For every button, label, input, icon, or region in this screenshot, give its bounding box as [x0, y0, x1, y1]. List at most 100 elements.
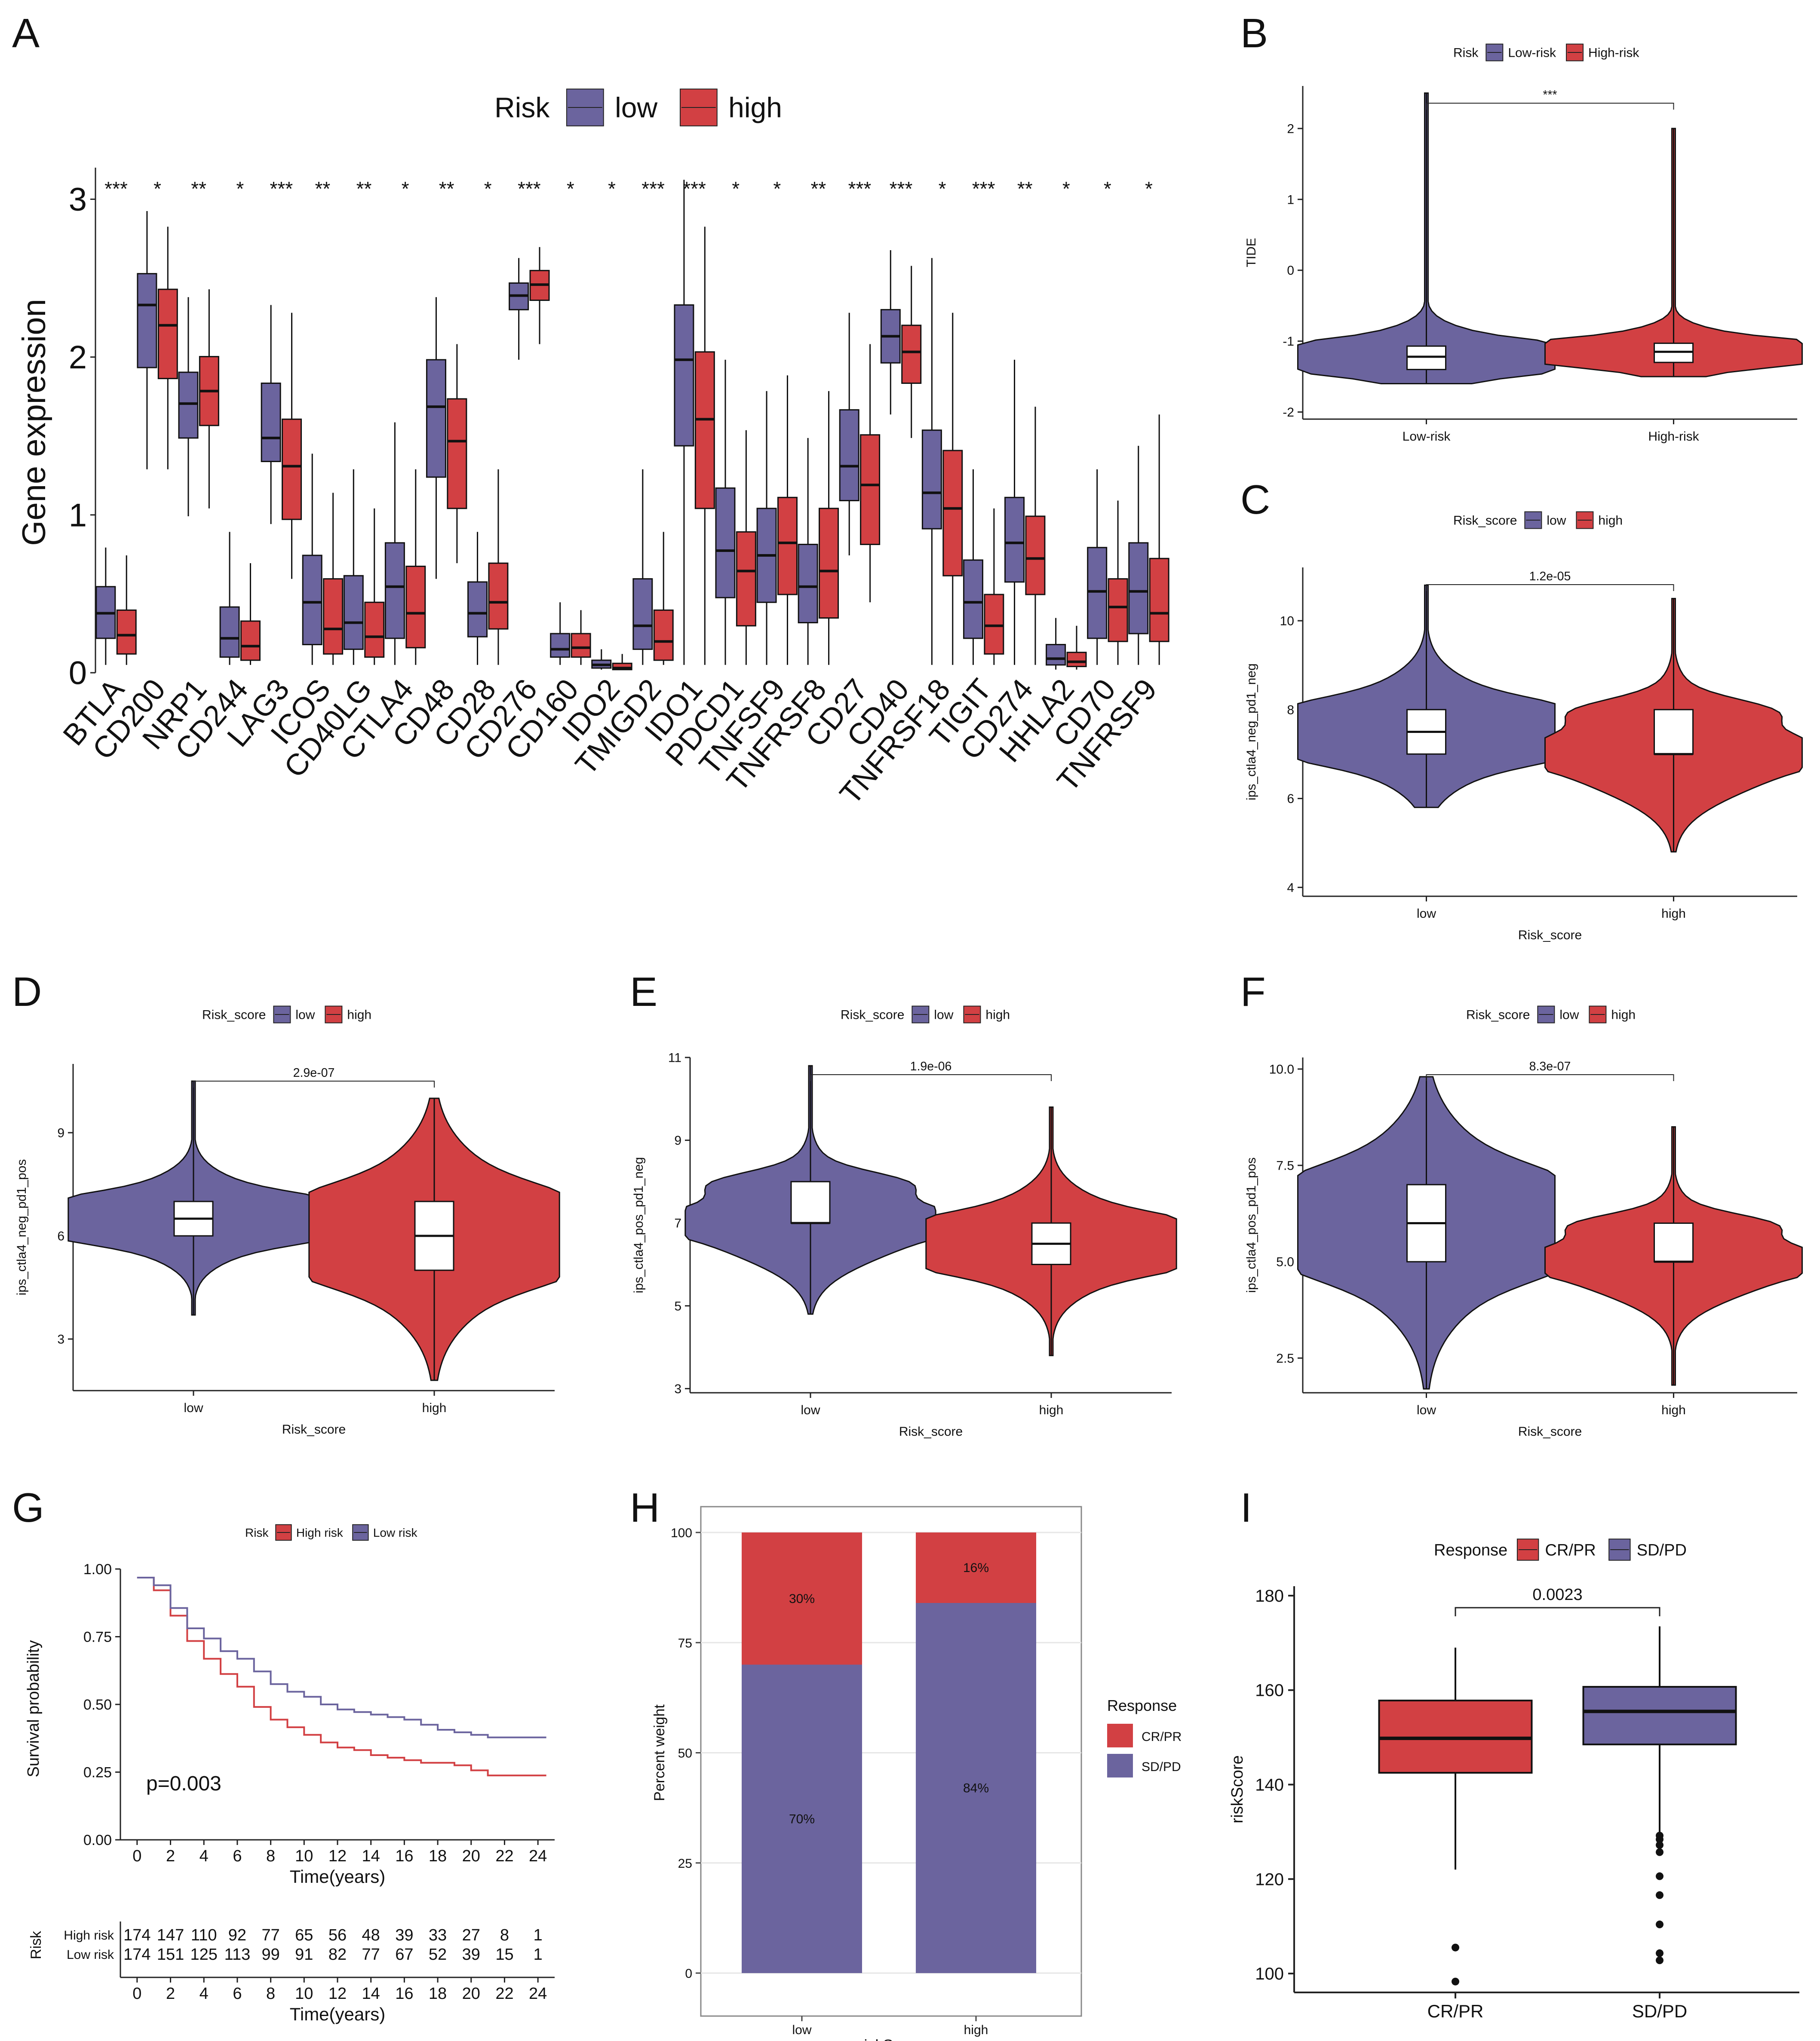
- g-table-x-tick-label: 14: [362, 1985, 380, 2003]
- a-box-high-CD70-box: [1108, 578, 1128, 642]
- g-table-value: 67: [395, 1946, 413, 1964]
- g-x-tick-label: 18: [429, 1847, 447, 1865]
- g-table-x-tick-label: 18: [429, 1985, 447, 2003]
- a-significance: ***: [518, 178, 541, 200]
- pf-y-tick-label: 10.0: [1269, 1062, 1294, 1076]
- a-legend-title: Risk: [494, 92, 550, 123]
- g-legend-label: Low risk: [373, 1526, 418, 1539]
- pe-legend-label: high: [985, 1008, 1010, 1022]
- pe-pvalue: 1.9e-06: [910, 1060, 952, 1073]
- a-box-high-TNFSF9-box: [777, 496, 798, 595]
- g-table-value: 91: [295, 1946, 313, 1964]
- pd-legend-label: high: [347, 1008, 371, 1022]
- g-legend-title: Risk: [245, 1526, 269, 1539]
- i-y-tick-label: 180: [1255, 1587, 1284, 1606]
- a-box-high-CD48-box: [447, 398, 467, 509]
- pf-x-axis-title: Risk_score: [1518, 1425, 1582, 1439]
- pe-y-axis-title: ips_ctla4_pos_pd1_neg: [632, 1157, 646, 1293]
- h-bar-label: 70%: [789, 1812, 815, 1826]
- pb-y-tick-label: -1: [1283, 334, 1294, 349]
- g-x-tick-label: 12: [328, 1847, 347, 1865]
- i-outlier-point: [1656, 1848, 1663, 1856]
- g-x-tick-label: 4: [199, 1847, 209, 1865]
- g-table-value: 174: [123, 1926, 150, 1944]
- g-table-value: 151: [157, 1946, 184, 1964]
- pe-legend-label: low: [934, 1008, 953, 1022]
- g-x-tick-label: 0: [132, 1847, 141, 1865]
- pe-box: [790, 1181, 831, 1224]
- pf-y-tick-label: 7.5: [1276, 1159, 1294, 1173]
- a-significance: **: [810, 178, 826, 200]
- g-x-tick-label: 2: [166, 1847, 175, 1865]
- a-significance: *: [1104, 178, 1111, 200]
- g-table-x-axis-title: Time(years): [290, 2004, 385, 2024]
- pb-y-tick-label: 0: [1287, 264, 1294, 278]
- pd-y-axis-title: ips_ctla4_neg_pd1_pos: [15, 1159, 29, 1296]
- pb-legend-label: Low-risk: [1508, 46, 1556, 60]
- g-table-x-tick-label: 16: [395, 1985, 413, 2003]
- g-table-value: 125: [190, 1946, 218, 1964]
- h-y-axis-title: Percent weight: [651, 1704, 668, 1801]
- g-curve-low-risk: [137, 1577, 546, 1738]
- h-bar-label: 84%: [963, 1781, 989, 1796]
- pf-pvalue: 8.3e-07: [1529, 1060, 1571, 1073]
- pc-x-tick-label: low: [1417, 907, 1436, 921]
- panel-label-c: C: [1240, 477, 1270, 523]
- pf-x-tick-label: low: [1417, 1403, 1436, 1417]
- a-significance: *: [939, 178, 946, 200]
- h-bar-cr-pr-low: [742, 1532, 862, 1665]
- pf-legend-label: low: [1559, 1008, 1579, 1022]
- g-x-tick-label: 16: [395, 1847, 413, 1865]
- a-significance: *: [732, 178, 740, 200]
- pd-y-tick-label: 9: [57, 1126, 64, 1140]
- pb-y-axis-title: TIDE: [1244, 238, 1258, 267]
- pc-y-tick-label: 4: [1287, 881, 1294, 895]
- i-outlier-point: [1656, 1956, 1663, 1964]
- a-box-low-HHLA2-box: [1046, 644, 1066, 666]
- a-box-low-TNFRSF9-box: [1128, 542, 1149, 634]
- g-table-value: 77: [261, 1926, 279, 1944]
- i-outlier-point: [1452, 1977, 1459, 1986]
- a-box-high-TNFRSF9-box: [1149, 558, 1169, 642]
- panel-f-violin: 2.5 5.0 7.5 10.0 ips_ctla4_pos_pd1_pos Risk_s…: [1244, 1005, 1803, 1439]
- pe-pvalue-bracket: [810, 1074, 1052, 1081]
- i-y-tick-label: 160: [1255, 1681, 1284, 1700]
- i-x-tick-label: CR/PR: [1427, 2001, 1484, 2021]
- panel-i-boxplot: 100 120 140 160 180 riskScore Response CR/PR SD/…: [1228, 1538, 1799, 2021]
- g-table-value: 77: [362, 1946, 380, 1964]
- pb-legend-label: High-risk: [1588, 46, 1639, 60]
- i-x-tick-label: SD/PD: [1632, 2001, 1687, 2021]
- g-y-tick-label: 1.00: [83, 1561, 112, 1578]
- a-box-low-TIGIT-box: [963, 559, 983, 639]
- a-box-low-IDO1-box: [674, 304, 694, 447]
- pc-legend-label: low: [1547, 514, 1566, 528]
- pe-x-axis-title: Risk_score: [899, 1425, 963, 1439]
- i-outlier-point: [1452, 1943, 1459, 1952]
- g-curve-high-risk: [137, 1577, 546, 1777]
- g-table-x-tick-label: 8: [266, 1985, 275, 2003]
- i-outlier-point: [1656, 1841, 1663, 1849]
- a-legend-label: low: [615, 92, 657, 123]
- g-table-value: 1: [534, 1926, 543, 1944]
- pd-y-tick-label: 6: [57, 1229, 64, 1244]
- a-box-high-BTLA-box: [116, 609, 137, 655]
- g-table-x-tick-label: 20: [462, 1985, 480, 2003]
- a-box-low-CTLA4-box: [384, 542, 405, 639]
- a-significance: ***: [641, 178, 665, 200]
- pf-y-tick-label: 5.0: [1276, 1255, 1294, 1269]
- h-y-tick-label: 25: [678, 1857, 692, 1871]
- pb-y-tick-label: 2: [1287, 122, 1294, 136]
- g-x-tick-label: 10: [295, 1847, 313, 1865]
- a-box-high-CD40-box: [901, 325, 922, 384]
- g-table-value: 33: [429, 1926, 447, 1944]
- h-bar-label: 16%: [963, 1561, 989, 1575]
- pb-legend-title: Risk: [1453, 46, 1479, 60]
- a-significance: *: [1145, 178, 1153, 200]
- a-box-low-PDCD1-box: [715, 487, 736, 598]
- a-significance: *: [236, 178, 244, 200]
- a-box-high-TMIGD2-box: [653, 609, 674, 661]
- g-table-value: 39: [395, 1926, 413, 1944]
- g-table-x-tick-label: 10: [295, 1985, 313, 2003]
